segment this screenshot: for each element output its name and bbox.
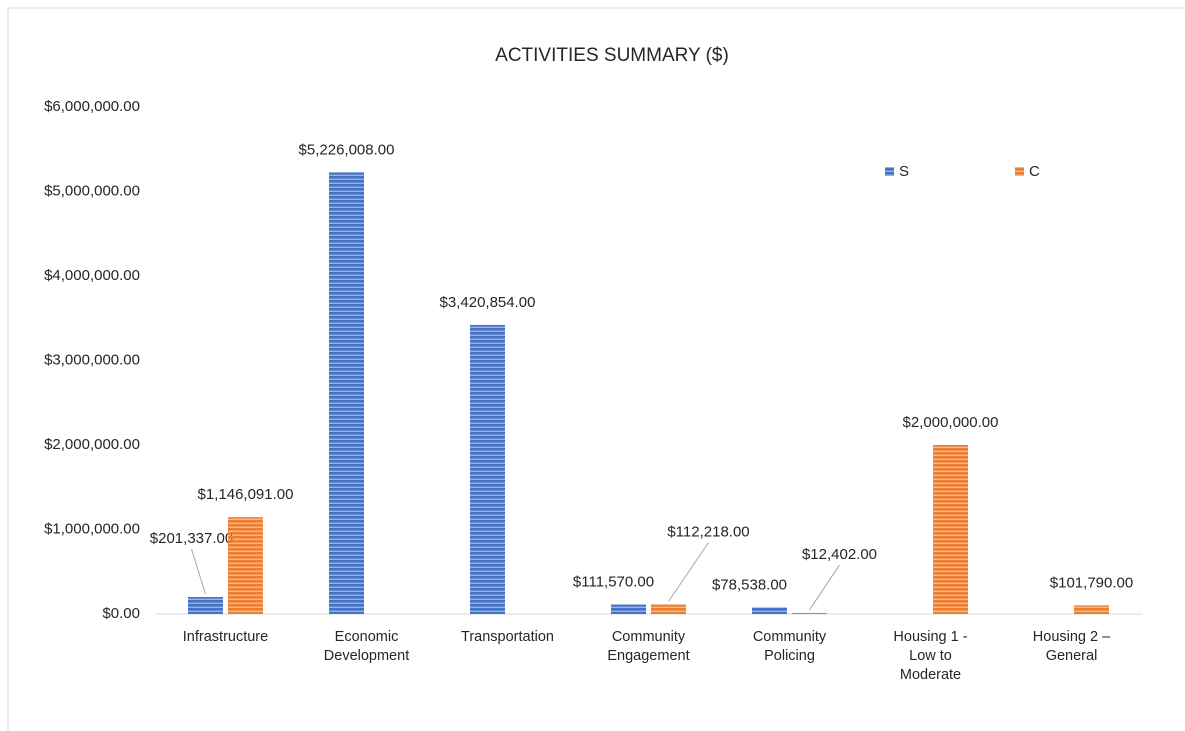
chart-border <box>7 7 1185 731</box>
data-label: $12,402.00 <box>802 546 877 563</box>
x-tick-label: Infrastructure <box>182 629 269 645</box>
bar <box>329 172 364 614</box>
data-label: $201,337.00 <box>150 530 233 547</box>
y-tick-label: $6,000,000.00 <box>44 98 140 115</box>
bar <box>188 596 223 614</box>
y-tick-label: $2,000,000.00 <box>44 436 140 453</box>
x-tick-label: Economic Development <box>323 629 410 664</box>
chart-title: ACTIVITIES SUMMARY ($) <box>495 45 729 66</box>
data-label: $2,000,000.00 <box>903 414 999 431</box>
data-label: $3,420,854.00 <box>440 294 536 311</box>
x-tick-label: Community Policing <box>752 629 827 664</box>
bar <box>651 604 686 614</box>
data-label: $5,226,008.00 <box>299 141 395 158</box>
data-label: $78,538.00 <box>712 576 787 593</box>
bar <box>792 612 827 614</box>
y-tick-label: $3,000,000.00 <box>44 351 140 368</box>
x-tick-label: Housing 1 - Low to Moderate <box>893 629 968 683</box>
y-tick-label: $0.00 <box>102 605 140 622</box>
x-tick-label: Transportation <box>461 629 554 645</box>
legend-label: C <box>1029 163 1040 180</box>
bar <box>228 517 263 614</box>
bar <box>933 445 968 614</box>
leader-line <box>668 542 709 602</box>
data-label: $111,570.00 <box>573 574 654 591</box>
data-label: $1,146,091.00 <box>198 486 294 503</box>
bar <box>611 604 646 614</box>
y-tick-label: $5,000,000.00 <box>44 182 140 199</box>
bar <box>1074 605 1109 614</box>
data-label: $112,218.00 <box>667 523 749 540</box>
legend-swatch <box>1015 167 1024 176</box>
leader-line <box>809 564 840 611</box>
legend-label: S <box>899 163 909 180</box>
y-tick-label: $1,000,000.00 <box>44 520 140 537</box>
legend-swatch <box>885 167 894 176</box>
y-tick-label: $4,000,000.00 <box>44 267 140 284</box>
x-tick-label: Community Engagement <box>607 629 690 664</box>
bar <box>470 324 505 614</box>
data-label: $101,790.00 <box>1050 574 1133 591</box>
x-tick-label: Housing 2 – General <box>1032 629 1111 664</box>
bar <box>752 607 787 614</box>
leader-line <box>191 548 206 595</box>
